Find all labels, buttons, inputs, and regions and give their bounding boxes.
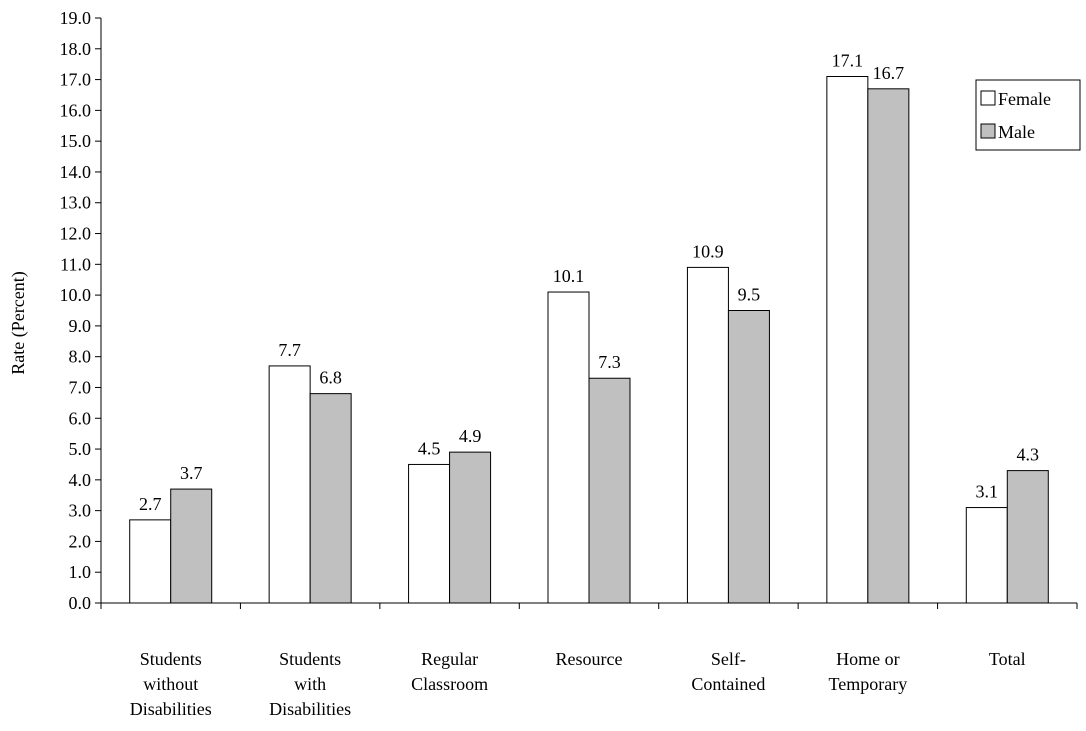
bar-male [1006, 470, 1049, 604]
category-label-line: Students [279, 649, 341, 669]
category-label-line: Contained [691, 674, 765, 694]
y-tick-label: 16.0 [60, 100, 92, 120]
category-label-line: Disabilities [269, 699, 351, 719]
data-label-male: 7.3 [598, 352, 621, 372]
category-label-line: Total [989, 649, 1026, 669]
y-tick-label: 12.0 [60, 224, 92, 244]
data-label-male: 6.8 [319, 368, 342, 388]
bars [129, 76, 1049, 604]
y-tick-label: 15.0 [60, 131, 92, 151]
data-label-male: 9.5 [738, 285, 761, 305]
data-label-male: 4.3 [1017, 445, 1040, 465]
category-label-line: without [143, 674, 198, 694]
y-axis-title: Rate (Percent) [8, 271, 29, 374]
category-label-line: Students [140, 649, 202, 669]
bar-female [408, 463, 451, 604]
data-label-male: 4.9 [459, 426, 482, 446]
category-label: Students with Disabilities [269, 649, 351, 719]
y-tick-label: 17.0 [60, 70, 92, 90]
category-labels: Students without Disabilities Students with D… [130, 649, 1026, 719]
category-label: Resource [556, 649, 623, 669]
legend-swatch-female [980, 90, 996, 106]
bar-male [727, 310, 770, 604]
bar-male [170, 488, 213, 604]
category-label-line: Self- [711, 649, 746, 669]
bar-female [826, 76, 869, 604]
category-label-line: Resource [556, 649, 623, 669]
x-axis [100, 602, 1078, 609]
y-tick-label: 6.0 [69, 408, 92, 428]
category-label-line: Regular [421, 649, 478, 669]
bar-male [588, 377, 631, 604]
data-label-female: 17.1 [832, 51, 864, 71]
legend-label-female: Female [998, 89, 1051, 109]
data-label-female: 2.7 [139, 494, 162, 514]
y-tick-label: 11.0 [60, 254, 91, 274]
y-tick-label: 2.0 [69, 531, 92, 551]
y-tick-label: 19.0 [60, 8, 92, 28]
y-tick-label: 8.0 [69, 347, 92, 367]
y-tick-label: 13.0 [60, 193, 92, 213]
y-tick-label: 10.0 [60, 285, 92, 305]
y-tick-label: 7.0 [69, 377, 92, 397]
data-label-female: 4.5 [418, 438, 441, 458]
y-tick-label: 1.0 [69, 562, 92, 582]
category-label-line: Home or [836, 649, 899, 669]
category-label: Total [989, 649, 1026, 669]
data-label-male: 16.7 [873, 63, 905, 83]
category-label: Regular Classroom [411, 649, 488, 694]
bar-female [965, 507, 1008, 604]
bar-female [268, 365, 311, 604]
data-label-female: 10.9 [692, 241, 724, 261]
category-label: Students without Disabilities [130, 649, 212, 719]
bar-male [867, 88, 910, 604]
bar-female [129, 519, 172, 604]
y-tick-label: 5.0 [69, 439, 92, 459]
bar-female [686, 266, 729, 604]
data-label-female: 3.1 [976, 482, 999, 502]
legend: Female Male [975, 79, 1081, 151]
legend-label-male: Male [998, 122, 1035, 142]
bar-male [309, 393, 352, 604]
data-label-female: 10.1 [553, 266, 585, 286]
data-label-female: 7.7 [278, 340, 301, 360]
data-labels: 2.7 3.7 7.7 6.8 4.5 4.9 10.1 7.3 10.9 9.5 17.1 16.7… [139, 51, 1039, 514]
category-label: Self- Contained [691, 649, 765, 694]
category-label-line: Disabilities [130, 699, 212, 719]
y-tick-label: 0.0 [69, 593, 92, 613]
category-label-line: with [294, 674, 326, 694]
y-tick-label: 3.0 [69, 501, 92, 521]
y-tick-label: 9.0 [69, 316, 92, 336]
y-axis: 0.0 1.0 2.0 3.0 4.0 5.0 6.0 7.0 8.0 9.0 10.0 11.0 12… [60, 8, 102, 613]
legend-swatch-male [980, 123, 996, 139]
data-label-male: 3.7 [180, 463, 203, 483]
category-label-line: Temporary [828, 674, 907, 694]
bar-male [449, 451, 492, 604]
category-label: Home or Temporary [828, 649, 907, 694]
y-tick-label: 14.0 [60, 162, 92, 182]
y-tick-label: 18.0 [60, 39, 92, 59]
y-tick-label: 4.0 [69, 470, 92, 490]
category-label-line: Classroom [411, 674, 488, 694]
bar-female [547, 291, 590, 604]
